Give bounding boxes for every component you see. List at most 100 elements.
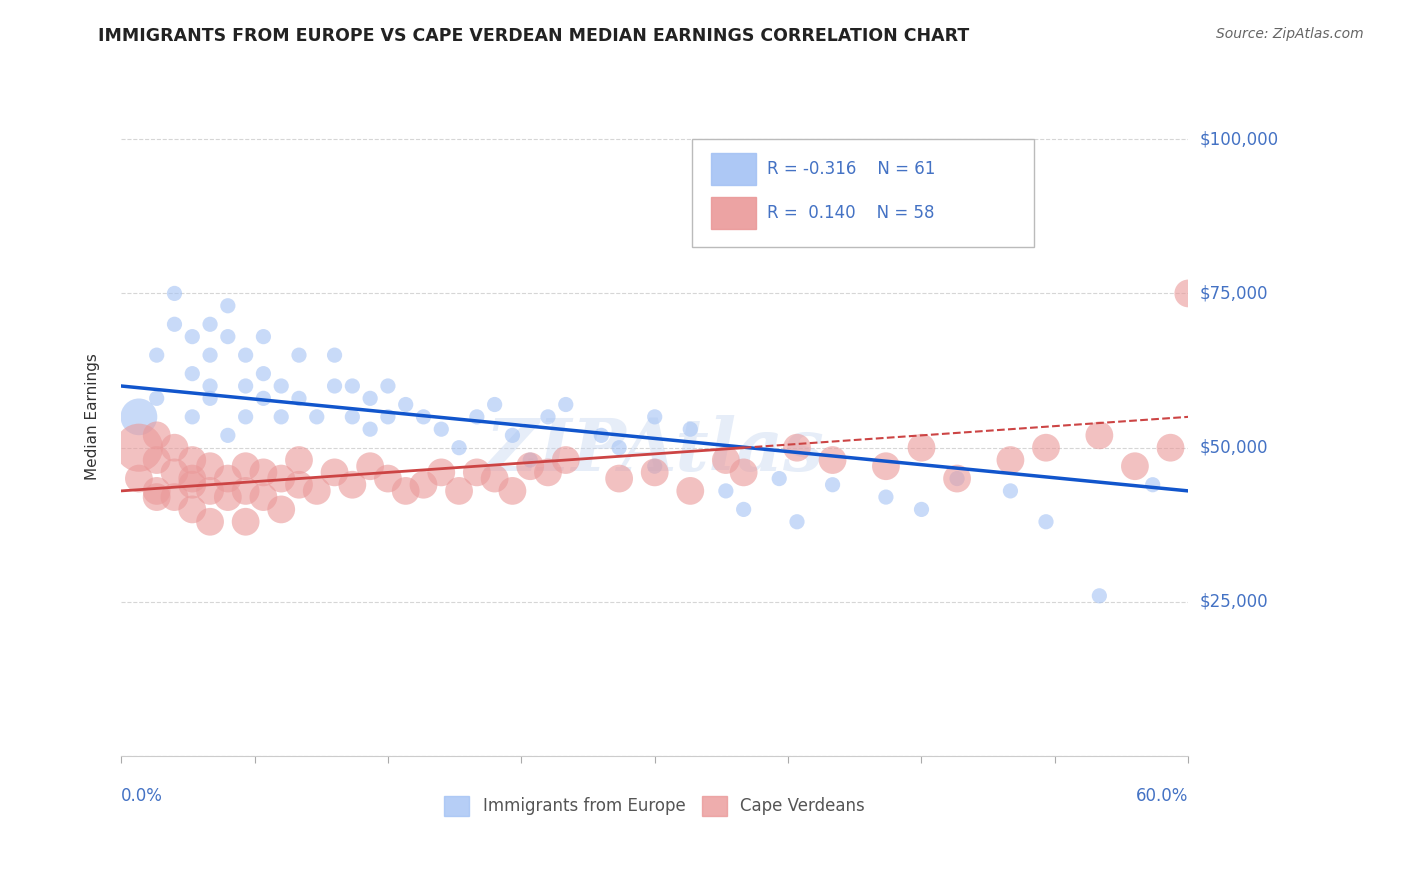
Point (554, 453, 576, 467)
Point (430, 466, 453, 480)
Point (714, 483, 737, 498)
Point (163, 318, 186, 332)
Point (910, 441, 932, 455)
Point (519, 459, 541, 474)
Point (145, 483, 167, 498)
Point (181, 472, 204, 486)
Point (946, 472, 969, 486)
Text: 0.0%: 0.0% (121, 787, 163, 805)
Point (163, 490, 186, 504)
Point (465, 466, 488, 480)
Point (270, 409, 292, 424)
Point (537, 409, 560, 424)
Point (270, 502, 292, 516)
Point (217, 428, 239, 442)
Point (128, 441, 150, 455)
Point (679, 422, 702, 436)
Y-axis label: Median Earnings: Median Earnings (86, 353, 100, 480)
Point (591, 428, 613, 442)
Point (181, 477, 204, 491)
Point (270, 472, 292, 486)
Point (359, 459, 381, 474)
Point (217, 490, 239, 504)
Point (163, 286, 186, 301)
Point (252, 392, 274, 406)
Point (288, 348, 311, 362)
Point (1088, 428, 1111, 442)
Point (359, 422, 381, 436)
Point (359, 392, 381, 406)
Point (786, 441, 808, 455)
Point (323, 379, 346, 393)
Point (323, 466, 346, 480)
Point (288, 392, 311, 406)
Point (821, 453, 844, 467)
Point (342, 477, 364, 491)
Point (412, 477, 434, 491)
Text: R =  0.140    N = 58: R = 0.140 N = 58 (766, 204, 934, 222)
Point (235, 515, 257, 529)
Point (501, 483, 523, 498)
Point (163, 441, 186, 455)
Point (235, 379, 257, 393)
Point (537, 466, 560, 480)
Point (679, 483, 702, 498)
Point (342, 409, 364, 424)
Point (252, 367, 274, 381)
Point (252, 329, 274, 343)
Point (217, 472, 239, 486)
Point (412, 409, 434, 424)
Point (181, 409, 204, 424)
Point (714, 453, 737, 467)
Point (217, 329, 239, 343)
Point (235, 459, 257, 474)
Point (270, 379, 292, 393)
Point (607, 472, 630, 486)
Point (910, 502, 932, 516)
Point (1088, 589, 1111, 603)
Point (305, 483, 328, 498)
Point (145, 453, 167, 467)
Point (465, 409, 488, 424)
Point (395, 397, 418, 411)
Point (946, 472, 969, 486)
Text: $25,000: $25,000 (1199, 593, 1268, 611)
Point (305, 409, 328, 424)
Point (768, 472, 790, 486)
Point (288, 453, 311, 467)
Point (875, 459, 897, 474)
Point (644, 409, 666, 424)
Point (377, 472, 399, 486)
FancyBboxPatch shape (711, 153, 756, 186)
Point (235, 483, 257, 498)
Point (163, 466, 186, 480)
Point (235, 409, 257, 424)
Point (607, 441, 630, 455)
Point (1000, 453, 1022, 467)
Point (181, 502, 204, 516)
Point (1035, 441, 1057, 455)
Point (181, 329, 204, 343)
Point (198, 348, 221, 362)
Point (519, 453, 541, 467)
Point (430, 422, 453, 436)
Point (377, 379, 399, 393)
Point (1142, 477, 1164, 491)
Text: 60.0%: 60.0% (1136, 787, 1188, 805)
Point (235, 348, 257, 362)
Point (128, 472, 150, 486)
Point (449, 441, 471, 455)
Point (1035, 515, 1057, 529)
Point (181, 367, 204, 381)
Point (821, 477, 844, 491)
Text: $75,000: $75,000 (1199, 285, 1268, 302)
Point (342, 379, 364, 393)
Point (1160, 441, 1182, 455)
Point (733, 502, 755, 516)
Point (217, 299, 239, 313)
Point (786, 515, 808, 529)
Point (145, 490, 167, 504)
Point (501, 428, 523, 442)
Point (145, 392, 167, 406)
Point (1123, 459, 1146, 474)
